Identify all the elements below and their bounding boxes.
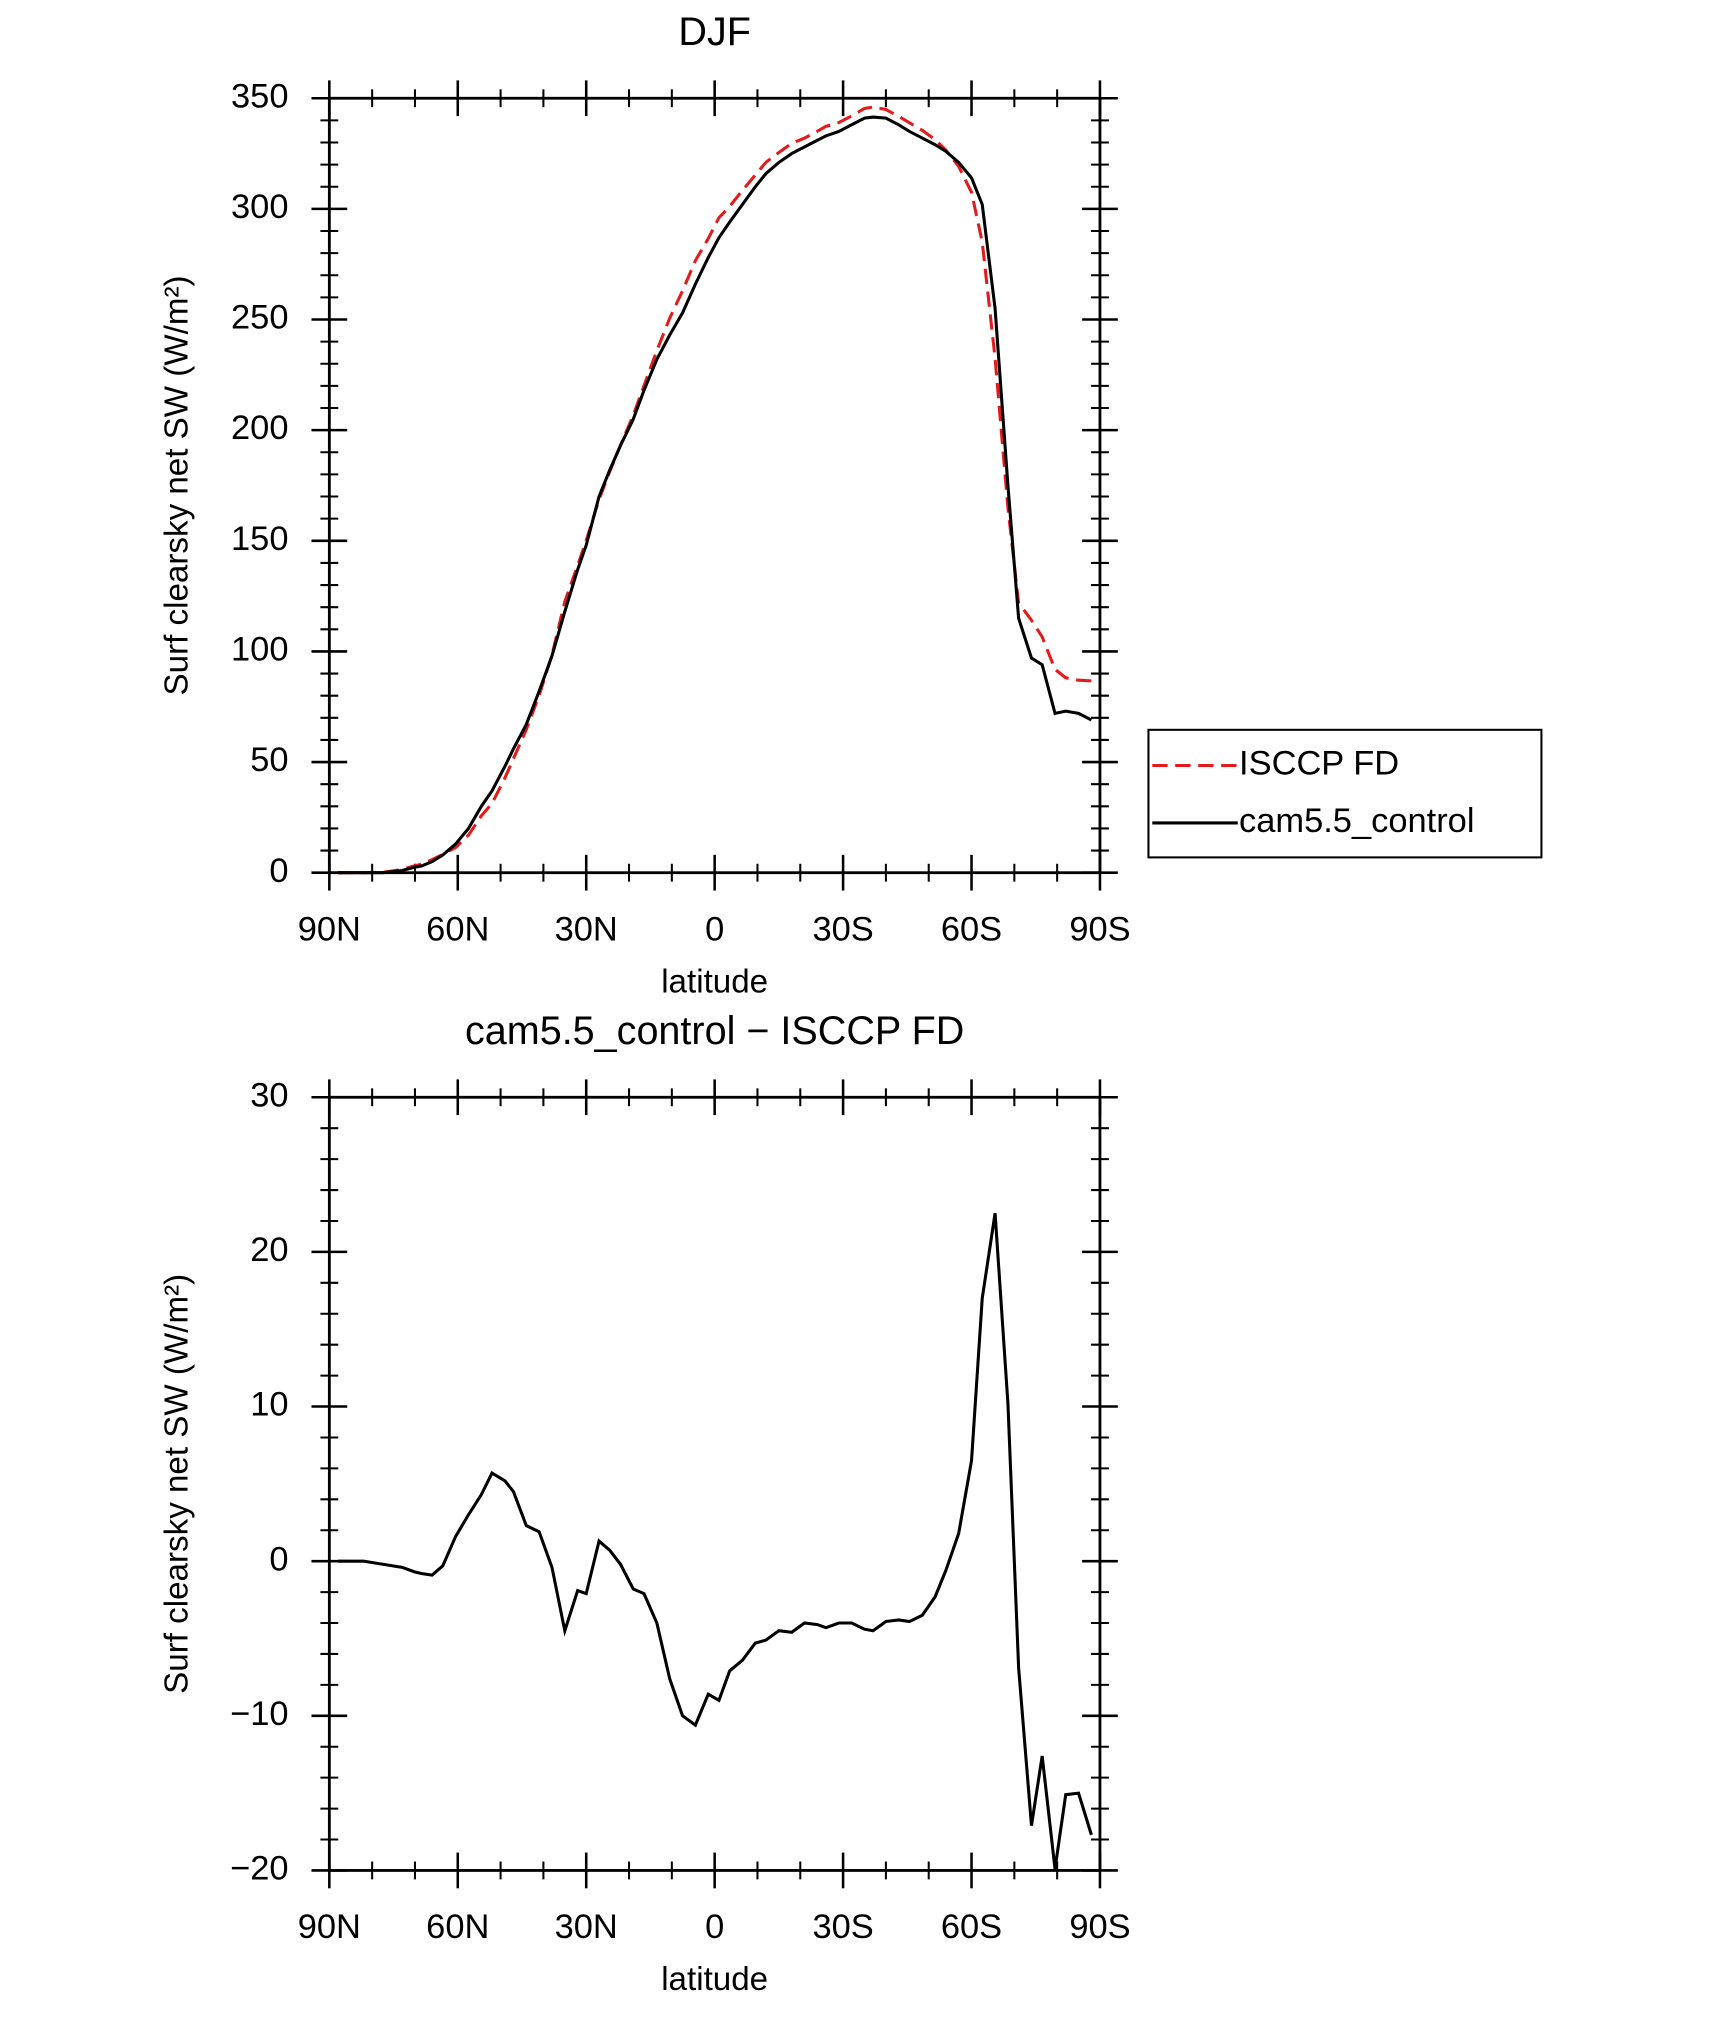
legend-box: [1147, 728, 1543, 859]
y-tick-label: 50: [250, 741, 288, 779]
y-tick-label: 300: [231, 188, 288, 226]
y-tick-label: −10: [230, 1695, 288, 1733]
legend-label: cam5.5_control: [1239, 802, 1474, 840]
y-tick-label: 0: [269, 852, 288, 890]
x-axis-label: latitude: [661, 963, 768, 1000]
x-tick-label: 0: [705, 910, 724, 948]
y-tick-label: 30: [250, 1076, 288, 1114]
x-tick-label: 30N: [555, 1908, 618, 1946]
x-tick-label: 60N: [426, 1908, 489, 1946]
y-tick-label: 150: [231, 520, 288, 558]
x-tick-label: 60N: [426, 910, 489, 948]
y-tick-label: 20: [250, 1231, 288, 1269]
y-tick-label: 0: [269, 1540, 288, 1578]
x-tick-label: 90N: [298, 1908, 361, 1946]
x-tick-label: 0: [705, 1908, 724, 1946]
x-axis-label: latitude: [661, 1961, 768, 1998]
x-tick-label: 90N: [298, 910, 361, 948]
chart-title: cam5.5_control − ISCCP FD: [465, 1009, 964, 1053]
x-tick-label: 30N: [555, 910, 618, 948]
data-line: [337, 105, 1092, 875]
x-tick-label: 90S: [1069, 910, 1130, 948]
legend-label: ISCCP FD: [1239, 745, 1399, 783]
y-tick-label: 250: [231, 299, 288, 337]
x-tick-label: 30S: [812, 1908, 873, 1946]
data-line: [337, 1213, 1093, 1870]
data-line: [337, 115, 1093, 875]
y-axis-label: Surf clearsky net SW (W/m²): [159, 275, 196, 695]
x-tick-label: 60S: [941, 910, 1002, 948]
x-tick-label: 90S: [1069, 1908, 1130, 1946]
y-axis-label: Surf clearsky net SW (W/m²): [159, 1274, 196, 1694]
y-tick-label: 10: [250, 1386, 288, 1424]
x-tick-label: 30S: [812, 910, 873, 948]
y-tick-label: 350: [231, 77, 288, 115]
plot-frame: [327, 1095, 1102, 1872]
y-tick-label: −20: [230, 1850, 288, 1888]
chart-title: DJF: [678, 10, 751, 54]
x-tick-label: 60S: [941, 1908, 1002, 1946]
y-tick-label: 100: [231, 631, 288, 669]
y-tick-label: 200: [231, 409, 288, 447]
